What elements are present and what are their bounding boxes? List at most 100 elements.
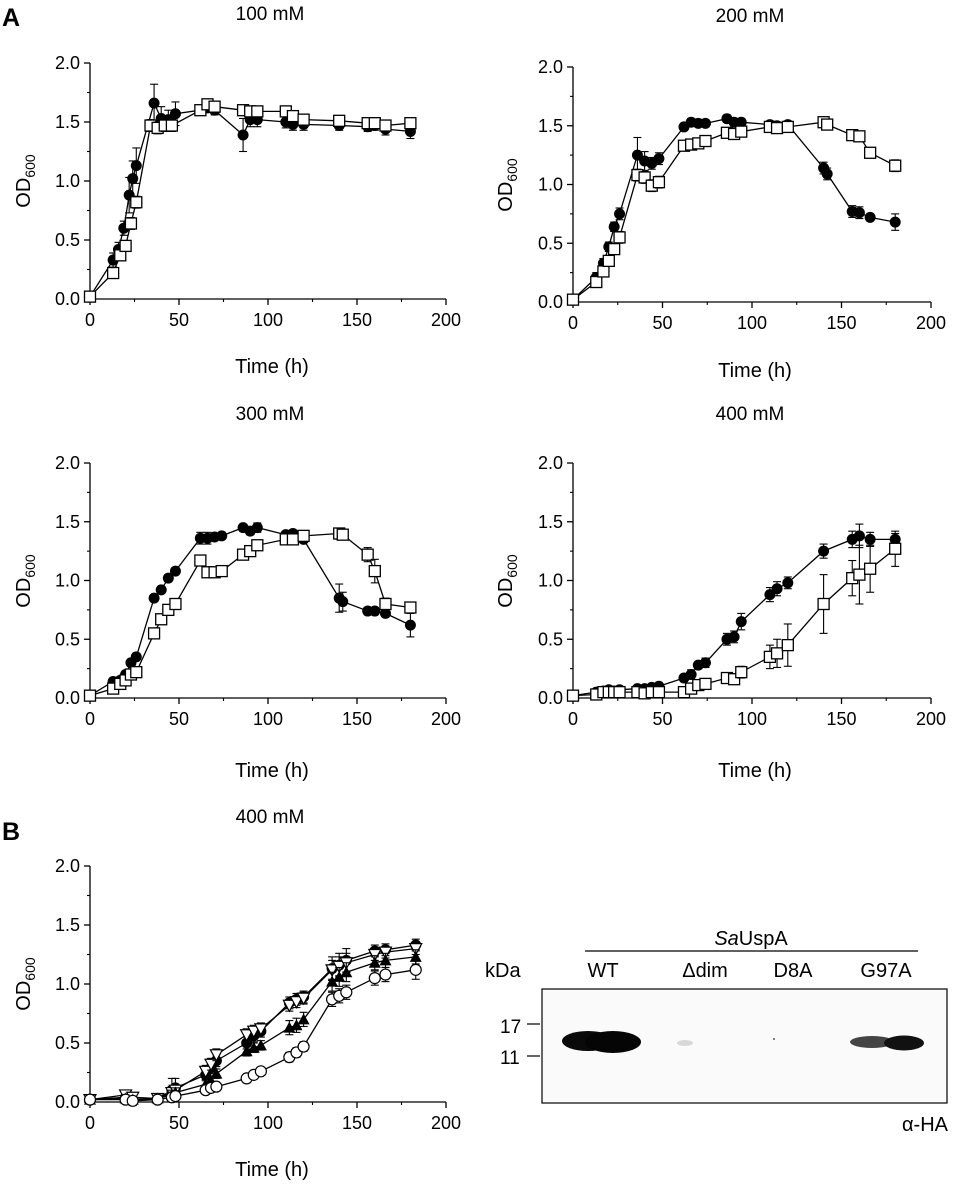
data-point <box>194 554 207 567</box>
data-point <box>368 971 381 985</box>
data-point <box>130 196 143 209</box>
x-axis-label: Time (h) <box>235 356 309 378</box>
y-tick-label: 0.5 <box>55 629 80 649</box>
y-tick-label: 1.5 <box>55 112 80 132</box>
chart-1: 100 mM Time (h) OD600 0.0 0.5 1.0 1.5 2.0 0 50 100… <box>13 4 461 378</box>
y-axis-label-main: OD <box>13 178 35 208</box>
data-point <box>332 960 347 974</box>
data-point <box>297 113 310 126</box>
data-point <box>253 1023 268 1037</box>
western-blot: SaUspA kDa WT Δdim D8A G97A 17 11 α-HA <box>485 928 949 1136</box>
y-tick-label: 1.5 <box>538 116 563 136</box>
data-point <box>130 666 143 679</box>
y-tick-label: 0.0 <box>55 688 80 708</box>
blot-kda-label: kDa <box>485 960 521 982</box>
data-point <box>781 120 794 134</box>
data-point <box>198 1065 213 1079</box>
data-point <box>367 948 382 962</box>
blot-band-g97a-b <box>884 1035 924 1051</box>
y-tick-label: 0.5 <box>55 1033 80 1053</box>
chart-title: 200 mM <box>716 6 785 27</box>
y-tick-label: 2.0 <box>55 53 80 73</box>
y-tick-label: 0.0 <box>55 289 80 309</box>
data-point <box>727 673 741 686</box>
data-point <box>169 1089 182 1103</box>
data-point <box>379 954 392 966</box>
blot-band-g97a-a <box>850 1036 894 1048</box>
data-point <box>340 986 353 999</box>
x-tick-label: 150 <box>342 1113 372 1133</box>
data-point <box>368 564 381 578</box>
y-tick-label: 0.0 <box>538 292 563 312</box>
data-point <box>333 114 346 127</box>
data-point <box>699 677 712 691</box>
data-point <box>864 533 876 545</box>
series-open-square <box>83 98 417 303</box>
data-point <box>404 601 417 614</box>
x-axis-label: Time (h) <box>718 360 792 382</box>
x-tick-label: 200 <box>431 310 461 330</box>
blot-lane-label-g97a: G97A <box>860 960 912 982</box>
x-tick-label: 200 <box>916 709 946 729</box>
data-point <box>699 657 711 669</box>
y-tick-label: 0.5 <box>55 230 80 250</box>
data-point <box>404 619 416 631</box>
blot-marker-17: 17 <box>500 1017 521 1038</box>
chart-title: 100 mM <box>236 4 305 25</box>
panel-label-a: A <box>2 4 20 32</box>
series-open-square <box>566 116 902 306</box>
data-point <box>124 217 138 230</box>
data-point <box>337 596 349 608</box>
y-tick-label: 1.5 <box>538 512 563 532</box>
data-point <box>286 109 300 123</box>
chart-title: 400 mM <box>716 404 785 425</box>
data-point <box>210 1067 223 1079</box>
data-point <box>379 607 391 619</box>
x-axis-label: Time (h) <box>718 760 792 782</box>
data-point <box>368 956 381 968</box>
data-point <box>282 999 297 1013</box>
data-point <box>770 647 784 660</box>
y-axis-label: OD600 <box>13 154 38 208</box>
data-point <box>148 592 160 604</box>
data-point <box>155 584 167 596</box>
data-point <box>251 522 263 534</box>
series-open-circle <box>83 959 422 1107</box>
y-tick-label: 2.0 <box>538 453 563 473</box>
blot-group-label-italic: Sa <box>714 928 738 950</box>
x-tick-label: 0 <box>85 310 95 330</box>
y-tick-label: 1.0 <box>55 571 80 591</box>
x-tick-label: 150 <box>826 313 856 333</box>
data-point <box>251 539 264 552</box>
data-point <box>735 666 748 679</box>
x-tick-label: 50 <box>652 709 672 729</box>
data-point <box>169 597 182 611</box>
y-axis-label-main: OD <box>495 182 517 212</box>
chart-3: 300 mM Time (h) OD600 0.0 0.5 1.0 1.5 2.0 0 50 100… <box>13 404 461 782</box>
y-tick-label: 0.5 <box>538 629 563 649</box>
data-point <box>735 616 747 628</box>
x-tick-label: 50 <box>169 709 189 729</box>
data-point <box>336 528 349 541</box>
y-tick-label: 2.0 <box>55 856 80 876</box>
data-point <box>333 970 346 982</box>
data-point <box>408 942 423 956</box>
data-point <box>782 577 794 589</box>
data-point <box>169 565 181 577</box>
series-line <box>572 535 896 697</box>
data-point <box>151 1093 164 1106</box>
data-point <box>340 966 353 978</box>
data-point <box>209 1049 224 1063</box>
y-axis-label-sub: 600 <box>504 554 520 578</box>
blot-band-d8a-speck <box>773 1038 775 1040</box>
x-tick-label: 200 <box>431 1113 461 1133</box>
data-point <box>208 100 221 113</box>
x-tick-label: 0 <box>85 1113 95 1133</box>
x-tick-label: 0 <box>568 709 578 729</box>
data-point <box>409 950 422 962</box>
data-point <box>130 160 142 172</box>
data-point <box>770 121 784 135</box>
data-point <box>685 669 697 680</box>
blot-band-wt-b <box>585 1031 641 1053</box>
